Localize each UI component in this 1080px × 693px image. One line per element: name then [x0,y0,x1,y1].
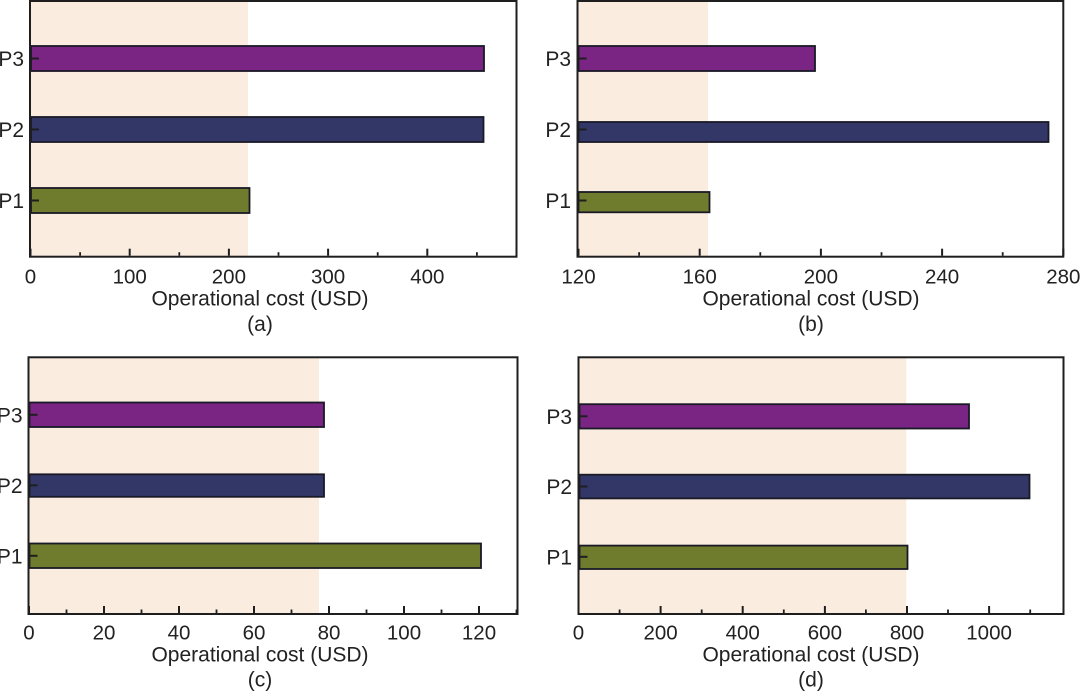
svg-text:100: 100 [113,266,147,289]
svg-text:Operational cost (USD): Operational cost (USD) [151,644,368,667]
svg-text:Operational cost (USD): Operational cost (USD) [702,644,919,667]
svg-text:P3: P3 [0,404,23,427]
svg-text:240: 240 [925,266,959,289]
svg-text:P3: P3 [0,48,24,71]
svg-text:300: 300 [311,266,345,289]
svg-text:0: 0 [23,622,34,645]
svg-text:(b): (b) [798,313,824,336]
svg-text:P3: P3 [546,406,572,429]
svg-text:P1: P1 [546,546,572,569]
svg-text:P1: P1 [0,545,23,568]
svg-text:40: 40 [168,622,191,645]
svg-text:60: 60 [243,622,266,645]
svg-text:(a): (a) [247,313,273,336]
svg-text:160: 160 [683,266,717,289]
svg-text:(c): (c) [248,669,273,692]
svg-text:0: 0 [573,622,584,645]
svg-text:400: 400 [410,266,444,289]
svg-text:P2: P2 [0,119,24,142]
svg-text:200: 200 [804,266,838,289]
svg-text:400: 400 [726,622,760,645]
svg-text:P2: P2 [546,476,572,499]
svg-text:P1: P1 [0,190,24,213]
svg-text:1000: 1000 [966,622,1012,645]
svg-text:100: 100 [387,622,421,645]
svg-text:P2: P2 [0,475,23,498]
svg-text:200: 200 [212,266,246,289]
svg-text:80: 80 [318,622,341,645]
svg-text:Operational cost (USD): Operational cost (USD) [702,288,919,311]
svg-text:P2: P2 [545,119,571,142]
svg-text:P1: P1 [545,190,571,213]
svg-text:600: 600 [808,622,842,645]
svg-text:800: 800 [890,622,924,645]
svg-text:120: 120 [561,266,595,289]
svg-text:200: 200 [643,622,677,645]
svg-text:280: 280 [1046,266,1080,289]
svg-text:P3: P3 [545,48,571,71]
svg-text:0: 0 [25,266,36,289]
svg-text:Operational cost (USD): Operational cost (USD) [151,288,368,311]
svg-text:120: 120 [462,622,496,645]
svg-text:20: 20 [93,622,116,645]
svg-text:(d): (d) [798,669,824,692]
